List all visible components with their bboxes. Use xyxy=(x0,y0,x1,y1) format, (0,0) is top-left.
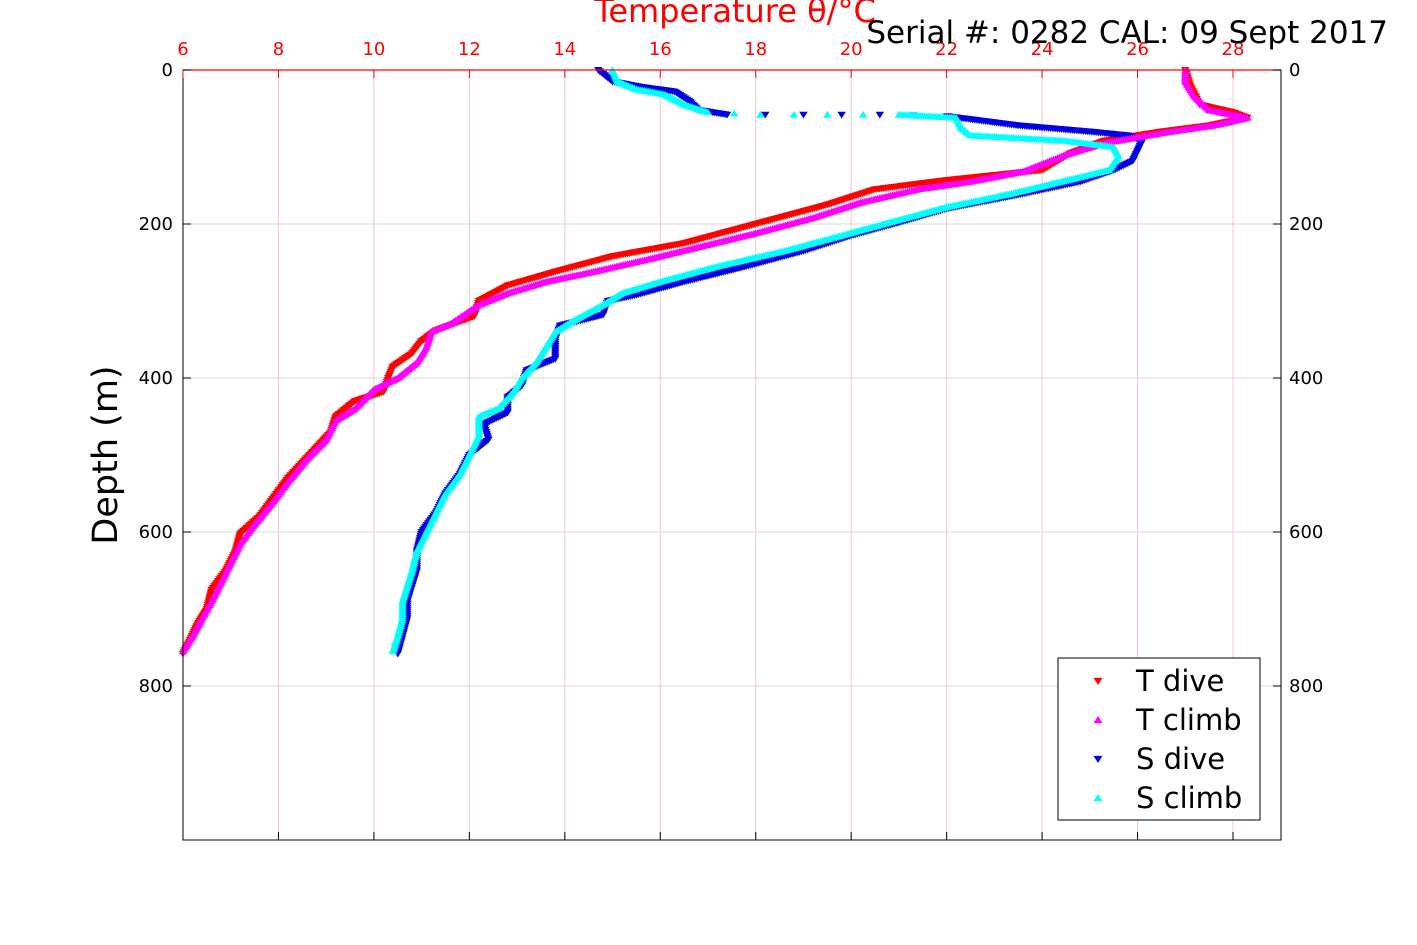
x-tick-label: 6 xyxy=(177,39,188,60)
y-tick-label-left: 400 xyxy=(139,368,173,389)
data-point xyxy=(789,110,799,118)
axis-ticks: 6 8 10 12 14 16 18 20 22 24 26 28 0 0 200 200 400 400 600 6… xyxy=(139,39,1323,840)
data-point xyxy=(837,111,846,119)
x-tick-label: 10 xyxy=(362,39,385,60)
x-tick-label: 22 xyxy=(935,39,958,60)
y-tick-label-right: 600 xyxy=(1289,522,1323,543)
data-point xyxy=(894,110,904,118)
serial-cal-label: Serial #: 0282 CAL: 09 Sept 2017 xyxy=(866,15,1388,51)
legend-marker xyxy=(1093,793,1103,802)
y-tick-label-right: 200 xyxy=(1289,214,1323,235)
series-s-dive xyxy=(393,67,1147,658)
x-tick-label: 14 xyxy=(553,39,576,60)
data-points xyxy=(178,66,1252,658)
y-tick-label-right: 800 xyxy=(1289,676,1323,697)
legend-label: T climb xyxy=(1135,703,1242,737)
series-t-climb xyxy=(178,66,1252,655)
legend-box xyxy=(1057,657,1261,821)
chart-legend: T dive T climb S dive S climb xyxy=(1057,657,1261,821)
y-tick-label-left: 0 xyxy=(162,60,173,81)
data-point xyxy=(858,110,868,118)
chart-title: Temperature θ/°C xyxy=(593,0,876,30)
y-tick-label-right: 400 xyxy=(1289,368,1323,389)
data-point xyxy=(722,111,732,119)
data-point xyxy=(823,110,832,118)
series-t-dive xyxy=(178,67,1252,658)
legend-marker xyxy=(1093,715,1103,724)
x-tick-label: 18 xyxy=(744,39,767,60)
legend-label: S dive xyxy=(1136,742,1225,776)
x-tick-label: 12 xyxy=(458,39,481,60)
x-tick-label: 26 xyxy=(1126,39,1149,60)
x-tick-label: 8 xyxy=(273,39,284,60)
legend-marker xyxy=(1093,677,1103,686)
x-tick-label: 24 xyxy=(1031,39,1054,60)
data-point xyxy=(875,111,885,119)
series-s-climb xyxy=(388,66,1123,655)
data-point xyxy=(730,109,739,117)
y-tick-label-right: 0 xyxy=(1289,60,1300,81)
data-point xyxy=(761,111,770,119)
y-tick-label-left: 600 xyxy=(139,522,173,543)
data-point xyxy=(756,110,765,118)
legend-marker xyxy=(1093,755,1103,764)
y-tick-label-left: 200 xyxy=(139,214,173,235)
y-tick-label-left: 800 xyxy=(139,676,173,697)
x-tick-label: 20 xyxy=(840,39,863,60)
y-axis-label: Depth (m) xyxy=(86,365,126,544)
x-tick-label: 28 xyxy=(1222,39,1245,60)
data-point xyxy=(799,111,808,119)
x-tick-label: 16 xyxy=(649,39,672,60)
legend-label: T dive xyxy=(1135,664,1224,698)
legend-label: S climb xyxy=(1136,781,1242,815)
